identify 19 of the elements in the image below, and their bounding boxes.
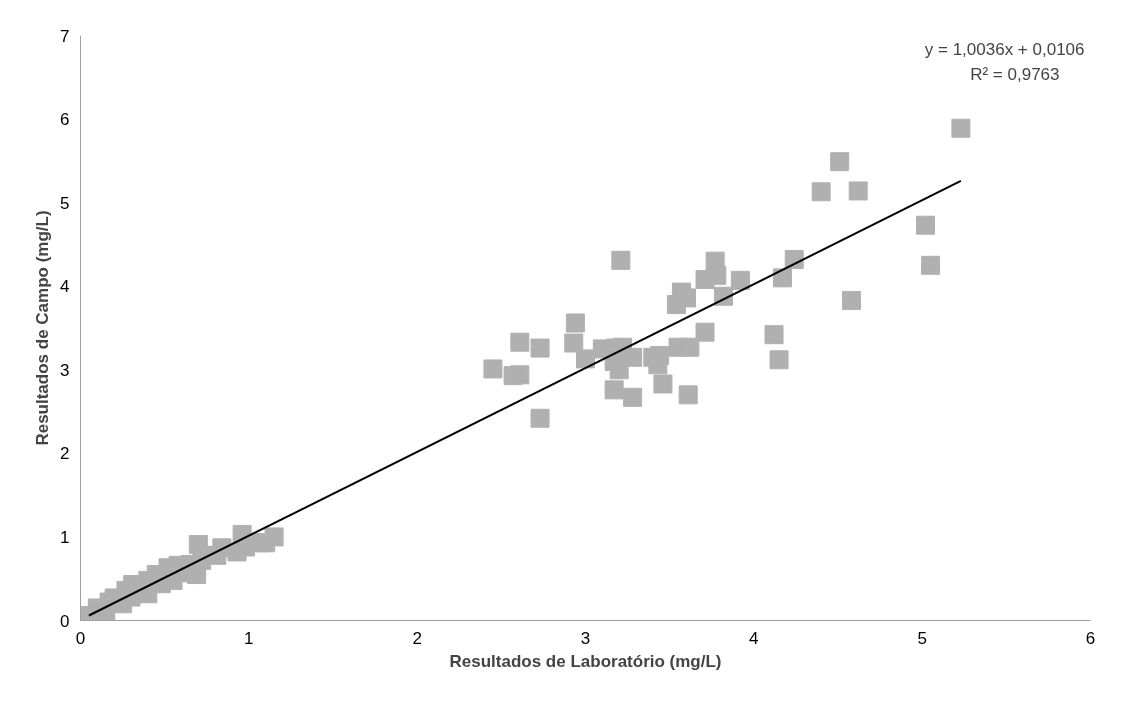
y-tick-label: 3: [60, 360, 70, 380]
y-axis-title: Resultados de Campo (mg/L): [33, 210, 53, 446]
annotation: R² = 0,9763: [970, 65, 1060, 84]
x-tick-label: 4: [749, 628, 759, 648]
annotation: y = 1,0036x + 0,0106: [924, 40, 1085, 59]
x-tick-label: 1: [244, 628, 254, 648]
x-axis-title: Resultados de Laboratório (mg/L): [449, 651, 722, 671]
x-tick-label: 3: [580, 628, 591, 648]
x-tick-label: 0: [75, 628, 86, 648]
x-tick-label: 5: [917, 628, 927, 648]
y-tick-label: 1: [60, 527, 70, 547]
y-tick-label: 7: [60, 26, 70, 46]
y-tick-label: 6: [60, 110, 70, 130]
x-tick-label: 2: [412, 628, 422, 648]
x-tick-label: 6: [1085, 628, 1096, 648]
y-tick-label: 0: [60, 611, 70, 631]
y-tick-label: 2: [60, 444, 70, 464]
y-tick-label: 5: [60, 193, 70, 213]
y-tick-label: 4: [60, 277, 70, 297]
